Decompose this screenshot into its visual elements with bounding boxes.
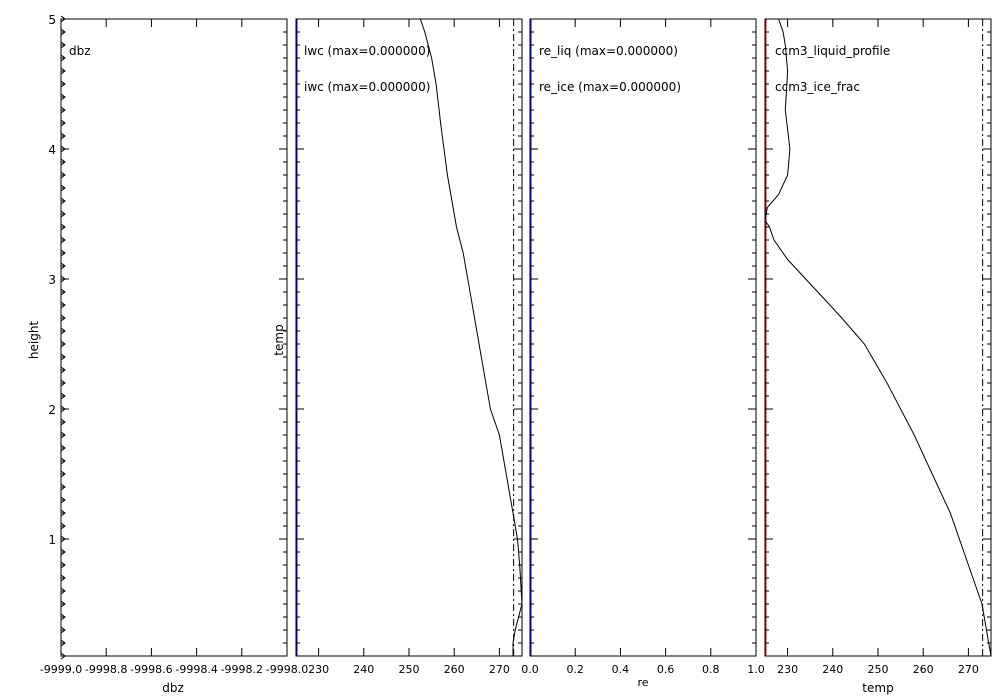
legend-ccm3-ice: ccm3_ice_frac xyxy=(775,80,860,94)
legend-ccm3-liquid: ccm3_liquid_profile xyxy=(775,44,890,58)
data-point xyxy=(60,418,66,426)
data-point xyxy=(60,93,66,101)
data-point xyxy=(60,574,66,582)
y-tick-label: 5 xyxy=(48,13,56,27)
data-point xyxy=(60,327,66,335)
data-point xyxy=(60,106,66,114)
y-axis-label-temp: temp xyxy=(272,324,286,355)
data-point xyxy=(60,366,66,374)
data-point xyxy=(60,522,66,530)
data-point xyxy=(60,431,66,439)
data-point xyxy=(60,379,66,387)
data-point xyxy=(60,132,66,140)
panel-1-frame xyxy=(60,18,288,657)
x-tick-label: 250 xyxy=(399,663,420,676)
data-point xyxy=(60,613,66,621)
data-point xyxy=(60,626,66,634)
data-point xyxy=(60,496,66,504)
data-point xyxy=(60,470,66,478)
data-point xyxy=(60,41,66,49)
panel-3-frame xyxy=(529,18,757,657)
data-point xyxy=(60,483,66,491)
legend-iwc: iwc (max=0.000000) xyxy=(304,80,430,94)
data-point xyxy=(60,639,66,647)
data-point xyxy=(60,158,66,166)
x-tick-label: 260 xyxy=(913,663,934,676)
y-tick-label: 2 xyxy=(48,403,56,417)
data-point xyxy=(60,301,66,309)
legend-lwc: lwc (max=0.000000) xyxy=(304,44,430,58)
data-point xyxy=(60,392,66,400)
y-tick-label: 3 xyxy=(48,273,56,287)
panel-4-frame xyxy=(764,18,992,657)
data-point xyxy=(60,353,66,361)
x-tick-label: -9999.0 xyxy=(40,663,82,676)
data-point xyxy=(60,535,66,543)
x-tick-label: 0.2 xyxy=(566,663,584,676)
x-tick-label: -9998.4 xyxy=(175,663,217,676)
x-axis-label-re: re xyxy=(637,676,648,689)
y-tick-label: 1 xyxy=(48,533,56,547)
legend-re-ice: re_ice (max=0.000000) xyxy=(539,80,681,94)
x-axis-label-dbz: dbz xyxy=(162,681,184,695)
data-point xyxy=(60,340,66,348)
x-tick-label: 270 xyxy=(958,663,979,676)
data-point xyxy=(60,184,66,192)
data-point xyxy=(60,171,66,179)
data-point xyxy=(60,457,66,465)
data-point xyxy=(60,587,66,595)
data-point xyxy=(60,262,66,270)
data-point xyxy=(60,249,66,257)
data-point xyxy=(60,210,66,218)
legend-dbz: dbz xyxy=(69,44,91,58)
data-point xyxy=(60,67,66,75)
data-point xyxy=(60,15,66,23)
x-tick-label: 0.8 xyxy=(702,663,720,676)
x-tick-label: 260 xyxy=(444,663,465,676)
x-tick-label: 0.4 xyxy=(612,663,630,676)
data-point xyxy=(60,275,66,283)
series-line xyxy=(419,18,523,656)
y-tick-label: 4 xyxy=(48,143,56,157)
x-tick-label: 240 xyxy=(822,663,843,676)
data-point xyxy=(60,509,66,517)
data-point xyxy=(60,197,66,205)
x-axis-label-temp: temp xyxy=(862,681,893,695)
data-point xyxy=(60,548,66,556)
legend-re-liq: re_liq (max=0.000000) xyxy=(539,44,678,58)
data-point xyxy=(60,145,66,153)
x-tick-label: 230 xyxy=(777,663,798,676)
data-point xyxy=(60,561,66,569)
x-tick-label: 250 xyxy=(868,663,889,676)
panel-2-frame xyxy=(295,18,523,657)
x-tick-label: 0.6 xyxy=(657,663,675,676)
data-point xyxy=(60,54,66,62)
x-tick-label: 230 xyxy=(308,663,329,676)
x-tick-label: -9998.8 xyxy=(85,663,127,676)
x-tick-label: 240 xyxy=(353,663,374,676)
data-point xyxy=(60,444,66,452)
data-point xyxy=(60,236,66,244)
series-line xyxy=(764,18,992,657)
data-point xyxy=(60,80,66,88)
data-point xyxy=(60,119,66,127)
data-point xyxy=(60,600,66,608)
data-point xyxy=(60,288,66,296)
x-tick-label: -9998.2 xyxy=(221,663,263,676)
data-point xyxy=(60,28,66,36)
data-point xyxy=(60,652,66,660)
data-point xyxy=(60,405,66,413)
x-tick-label: 0.0 xyxy=(521,663,539,676)
x-tick-label: -9998.6 xyxy=(130,663,172,676)
data-point xyxy=(60,314,66,322)
x-tick-label: 1.0 xyxy=(747,663,765,676)
x-tick-label: -9998.0 xyxy=(266,663,308,676)
x-tick-label: 270 xyxy=(489,663,510,676)
data-point xyxy=(60,223,66,231)
y-axis-label-height: height xyxy=(27,321,41,360)
